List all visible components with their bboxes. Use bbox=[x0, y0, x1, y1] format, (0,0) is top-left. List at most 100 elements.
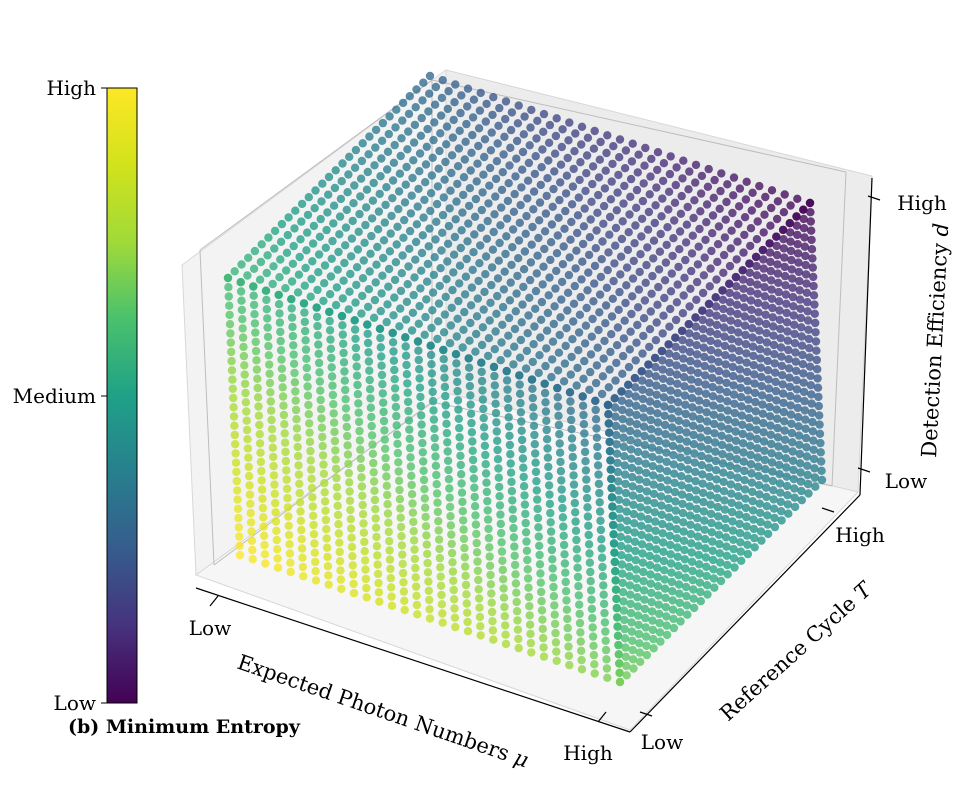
scatter-point-top-12-20 bbox=[557, 277, 567, 287]
scatter-point-top-10-27 bbox=[633, 320, 642, 330]
scatter-point-right-25-18 bbox=[776, 343, 786, 352]
scatter-point-front-28-8 bbox=[325, 326, 335, 335]
scatter-point-right-13-21 bbox=[694, 396, 704, 405]
scatter-point-front-10-15 bbox=[421, 522, 431, 531]
scatter-point-right-28-1 bbox=[803, 480, 813, 489]
scatter-point-right-11-9 bbox=[686, 520, 695, 529]
scatter-point-top-9-29 bbox=[651, 336, 661, 345]
scatter-point-front-5-8 bbox=[335, 538, 344, 547]
scatter-point-right-8-12 bbox=[664, 513, 674, 522]
scatter-point-right-27-10 bbox=[793, 403, 802, 413]
scatter-point-right-14-14 bbox=[704, 454, 713, 463]
scatter-point-right-16-19 bbox=[715, 394, 725, 403]
scatter-point-right-10-23 bbox=[673, 398, 683, 407]
scatter-point-front-26-15 bbox=[415, 374, 424, 383]
scatter-point-right-15-6 bbox=[714, 521, 723, 530]
scatter-point-top-23-1 bbox=[391, 123, 400, 132]
scatter-point-right-25-28 bbox=[772, 250, 782, 260]
scatter-point-front-7-8 bbox=[334, 520, 343, 529]
scatter-point-right-27-17 bbox=[790, 339, 800, 348]
scatter-point-right-16-14 bbox=[717, 440, 727, 450]
scatter-point-front-18-19 bbox=[469, 465, 478, 474]
scatter-point-front-29-26 bbox=[553, 393, 562, 402]
scatter-point-top-30-16 bbox=[628, 139, 637, 148]
scatter-point-top-1-18 bbox=[458, 343, 467, 352]
scatter-point-front-23-28 bbox=[581, 457, 590, 466]
scatter-point-right-2-17 bbox=[622, 507, 631, 516]
scatter-point-right-23-17 bbox=[763, 366, 773, 375]
scatter-point-top-21-5 bbox=[428, 153, 437, 162]
scatter-point-right-17-29 bbox=[718, 295, 728, 304]
scatter-point-top-15-29 bbox=[692, 295, 701, 304]
scatter-point-front-7-23 bbox=[524, 583, 533, 592]
scatter-point-right-20-30 bbox=[738, 266, 747, 275]
scatter-point-front-12-3 bbox=[269, 452, 278, 462]
scatter-point-front-28-9 bbox=[338, 330, 347, 339]
scatter-point-right-10-6 bbox=[680, 555, 690, 564]
scatter-point-top-30-4 bbox=[476, 88, 485, 98]
scatter-point-top-3-27 bbox=[586, 367, 595, 377]
scatter-point-right-26-17 bbox=[784, 345, 793, 355]
scatter-point-front-3-9 bbox=[348, 561, 357, 570]
scatter-point-right-4-28 bbox=[631, 392, 640, 401]
scatter-point-top-29-21 bbox=[685, 167, 694, 176]
scatter-point-front-6-12 bbox=[385, 546, 394, 555]
scatter-point-front-4-3 bbox=[272, 526, 281, 535]
scatter-point-front-21-17 bbox=[442, 428, 452, 438]
scatter-point-top-29-12 bbox=[571, 129, 580, 138]
scatter-point-right-11-20 bbox=[681, 419, 691, 428]
scatter-point-top-9-25 bbox=[601, 319, 610, 328]
scatter-point-right-23-15 bbox=[764, 384, 774, 393]
scatter-point-top-25-19 bbox=[632, 185, 642, 195]
scatter-point-front-28-14 bbox=[401, 351, 411, 360]
scatter-point-front-3-20 bbox=[487, 607, 497, 617]
scatter-point-front-28-19 bbox=[465, 372, 474, 382]
scatter-point-right-3-16 bbox=[629, 509, 638, 519]
scatter-point-top-18-4 bbox=[395, 169, 405, 178]
scatter-point-front-6-30 bbox=[613, 622, 622, 631]
scatter-point-right-23-30 bbox=[758, 245, 768, 255]
scatter-point-front-9-27 bbox=[574, 582, 583, 591]
scatter-point-right-21-4 bbox=[755, 499, 764, 508]
scatter-point-front-17-9 bbox=[343, 431, 352, 441]
scatter-point-right-1-17 bbox=[615, 514, 625, 523]
scatter-point-top-15-11 bbox=[464, 219, 473, 228]
scatter-point-front-14-10 bbox=[356, 463, 366, 473]
scatter-point-front-26-16 bbox=[428, 378, 437, 387]
scatter-point-front-16-0 bbox=[229, 403, 238, 412]
scatter-point-top-30-0 bbox=[425, 71, 435, 81]
scatter-point-front-28-2 bbox=[249, 300, 259, 310]
scatter-point-right-19-30 bbox=[731, 272, 741, 282]
scatter-point-right-19-16 bbox=[737, 402, 746, 411]
scatter-point-front-19-8 bbox=[329, 409, 338, 418]
scatter-point-top-21-8 bbox=[466, 166, 475, 175]
scatter-point-right-9-18 bbox=[669, 451, 678, 460]
scatter-point-top-16-12 bbox=[483, 216, 492, 226]
scatter-point-right-27-0 bbox=[797, 496, 806, 505]
scatter-point-right-8-26 bbox=[659, 383, 668, 393]
scatter-point-top-9-3 bbox=[322, 225, 331, 235]
scatter-point-front-29-8 bbox=[325, 316, 334, 326]
scatter-point-top-22-19 bbox=[612, 206, 621, 215]
scatter-point-top-6-3 bbox=[302, 246, 311, 255]
scatter-point-right-9-22 bbox=[667, 414, 676, 423]
scatter-point-front-8-11 bbox=[371, 523, 381, 532]
scatter-point-top-25-27 bbox=[734, 219, 743, 229]
scatter-point-right-28-21 bbox=[795, 295, 805, 304]
scatter-point-right-23-18 bbox=[763, 356, 772, 366]
scatter-point-top-8-6 bbox=[353, 245, 363, 254]
scatter-point-top-19-7 bbox=[440, 175, 449, 184]
scatter-point-top-3-12 bbox=[396, 304, 405, 313]
scatter-point-front-2-6 bbox=[311, 557, 320, 567]
scatter-point-top-18-2 bbox=[370, 161, 379, 170]
scatter-point-top-8-14 bbox=[455, 279, 464, 288]
scatter-point-right-7-22 bbox=[654, 427, 663, 436]
scatter-point-front-13-13 bbox=[395, 485, 404, 495]
scatter-point-front-29-14 bbox=[401, 342, 410, 351]
scatter-point-right-28-25 bbox=[794, 258, 803, 267]
scatter-point-right-18-26 bbox=[726, 316, 735, 325]
scatter-point-right-26-10 bbox=[786, 410, 796, 419]
scatter-point-right-23-29 bbox=[759, 255, 768, 264]
scatter-point-right-15-10 bbox=[712, 484, 722, 493]
scatter-point-right-22-8 bbox=[760, 455, 770, 465]
